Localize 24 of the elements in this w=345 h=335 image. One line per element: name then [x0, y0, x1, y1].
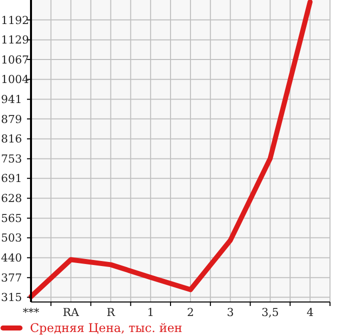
x-tick-label: R [106, 306, 116, 319]
legend-label: Средняя Цена, тыс. йен [30, 321, 182, 335]
y-tick-label: 691 [1, 172, 22, 186]
y-tick-label: 377 [1, 272, 22, 284]
y-tick-label: 753 [1, 152, 22, 166]
x-tick-label: *** [22, 306, 40, 319]
y-tick-label: 941 [1, 93, 22, 106]
y-tick-label: 315 [1, 291, 22, 304]
x-tick-label: RA [62, 306, 80, 319]
y-tick-label: 440 [1, 252, 22, 265]
x-tick-label: 1 [147, 306, 154, 319]
y-tick-label: 879 [1, 112, 22, 126]
x-tick-label: 2 [186, 306, 194, 319]
y-tick-label: 565 [1, 212, 22, 226]
x-tick-label: 3 [226, 306, 234, 319]
y-tick-label: 1067 [1, 53, 29, 66]
y-tick-label: 1129 [1, 34, 29, 47]
y-tick-label: 1004 [1, 73, 29, 86]
x-tick-label: 3,5 [261, 306, 279, 319]
y-tick-label: 628 [1, 192, 22, 206]
x-tick-label: 4 [306, 306, 314, 319]
y-tick-label: 1192 [1, 14, 29, 27]
y-tick-label: 816 [1, 132, 22, 146]
y-tick-label: 503 [1, 232, 22, 245]
